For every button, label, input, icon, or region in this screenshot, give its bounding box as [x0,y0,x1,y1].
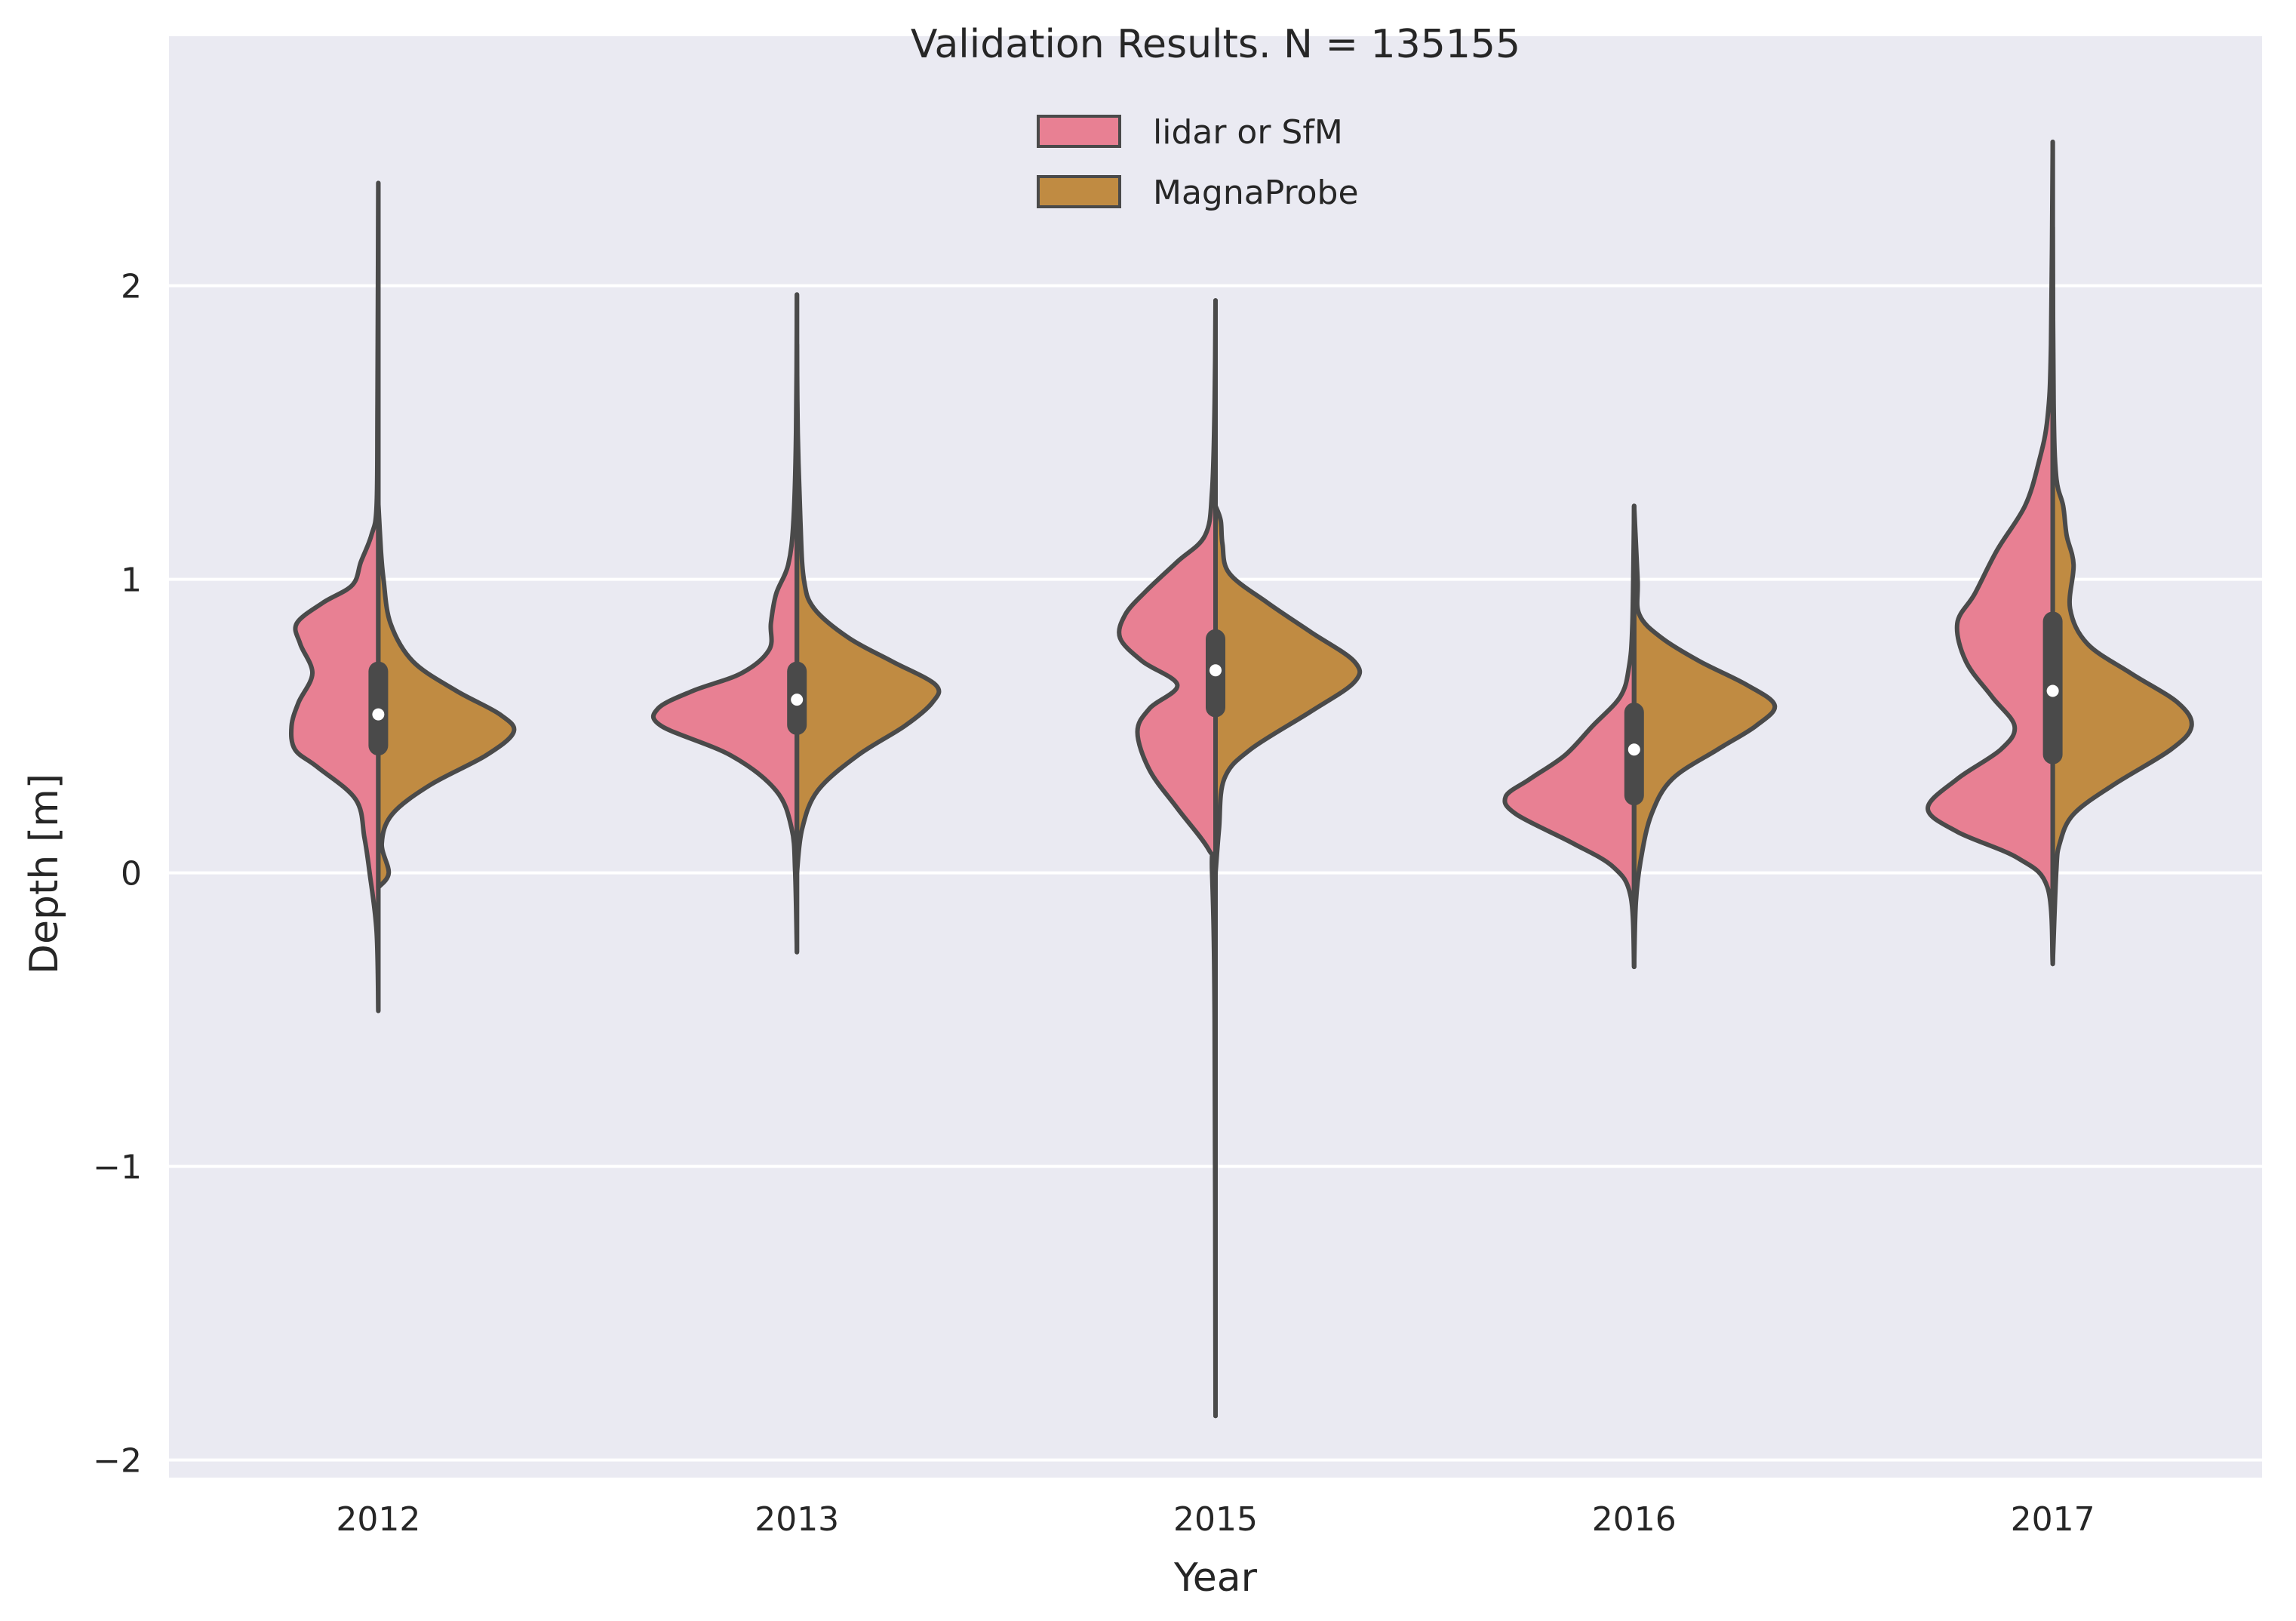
y-tick-label: −2 [93,1442,142,1481]
x-tick-label: 2015 [1173,1500,1258,1539]
legend-label-lidar: lidar or SfM [1153,113,1343,152]
legend-swatch-magnaprobe [1037,175,1121,208]
violin-half-magnaprobe-2017 [2050,224,2194,967]
violin-half-magnaprobe-2016 [1631,503,1778,970]
x-tick-label: 2017 [2011,1500,2095,1539]
violin-half-magnaprobe-2015 [1213,503,1363,875]
x-tick-labels: 2012 2013 2015 2016 2017 [336,1500,2095,1539]
y-axis-label: Depth [m] [22,774,67,974]
violin-half-lidar-2013 [650,292,800,955]
legend-label-magnaprobe: MagnaProbe [1153,174,1359,212]
x-tick-label: 2013 [755,1500,839,1539]
y-tick-labels: −2 −1 0 1 2 [93,268,142,1481]
violin-half-magnaprobe-2013 [795,342,942,875]
median-dot-2017 [2046,684,2059,697]
median-dot-2013 [791,694,804,706]
legend-swatch-lidar [1037,115,1121,148]
median-dot-2015 [1209,664,1222,677]
x-tick-label: 2012 [336,1500,420,1539]
median-dot-2012 [372,708,385,721]
y-tick-label: 1 [121,561,142,600]
y-tick-label: 2 [121,268,142,306]
legend: lidar or SfM MagnaProbe [1037,113,1359,212]
y-tick-label: 0 [121,855,142,894]
violin-half-magnaprobe-2012 [376,500,517,890]
violins [288,140,2194,1419]
y-tick-label: −1 [93,1149,142,1187]
violin-half-lidar-2016 [1502,503,1637,970]
median-dot-2016 [1627,743,1640,756]
x-tick-label: 2016 [1592,1500,1677,1539]
violin-half-lidar-2017 [1926,140,2055,967]
chart-title: Validation Results. N = 135155 [911,22,1520,67]
x-axis-label: Year [1173,1555,1258,1601]
